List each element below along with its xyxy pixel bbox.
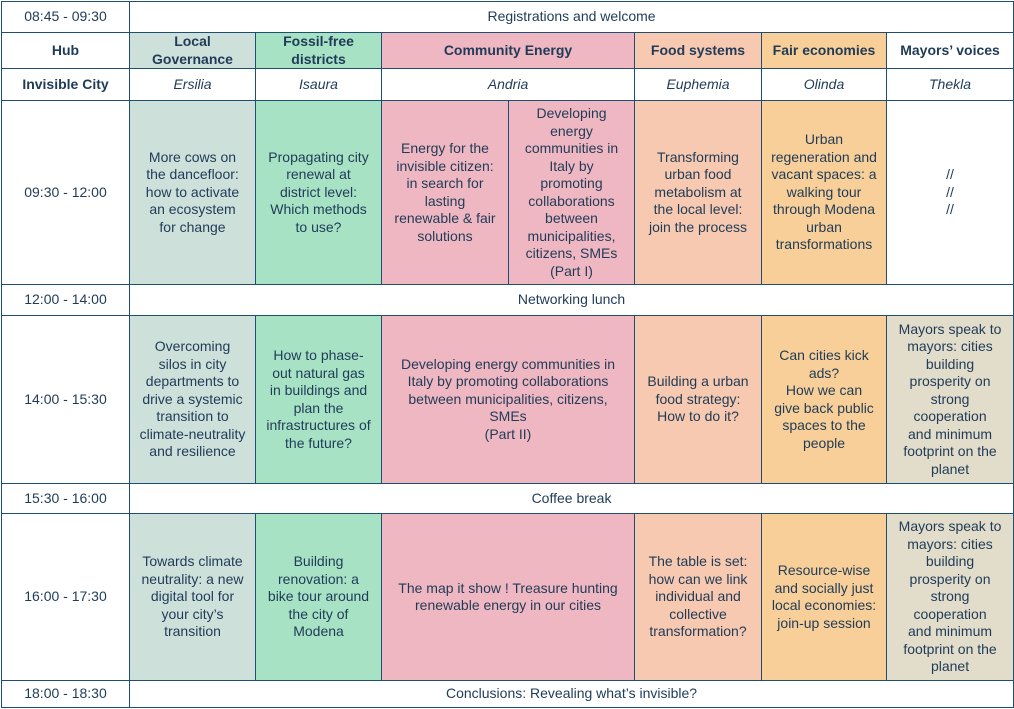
session1-row: 09:30 - 12:00 More cows on the dancefloo… <box>1 100 1014 285</box>
hub-label: Hub <box>1 32 130 69</box>
city-thekla: Thekla <box>885 68 1014 101</box>
conclusions-time: 18:00 - 18:30 <box>1 680 130 708</box>
track-local-governance: Local Governance <box>129 32 256 69</box>
lunch-title: Networking lunch <box>128 284 1014 316</box>
city-andria: Andria <box>381 68 635 101</box>
session3-row: 16:00 - 17:30 Towards climate neutrality… <box>1 513 1014 681</box>
track-mayors-voices: Mayors’ voices <box>885 32 1014 69</box>
coffee-title: Coffee break <box>128 483 1014 514</box>
session2-fair: Can cities kick ads? How we can give bac… <box>761 315 887 484</box>
cities-row: Invisible City Ersilia Isaura Andria Eup… <box>1 68 1014 101</box>
session3-time: 16:00 - 17:30 <box>1 513 130 681</box>
session3-food: The table is set: how can we link indivi… <box>634 513 762 681</box>
session2-mayors: Mayors speak to mayors: cities building … <box>885 315 1014 484</box>
city-isaura: Isaura <box>255 68 382 101</box>
registration-title: Registrations and welcome <box>128 1 1014 33</box>
session2-row: 14:00 - 15:30 Overcoming silos in city d… <box>1 315 1014 484</box>
session3-fossil: Building renovation: a bike tour around … <box>255 513 382 681</box>
lunch-row: 12:00 - 14:00 Networking lunch <box>1 284 1014 316</box>
session2-governance: Overcoming silos in city departments to … <box>129 315 256 484</box>
registration-time: 08:45 - 09:30 <box>1 1 130 33</box>
session3-governance: Towards climate neutrality: a new digita… <box>129 513 256 681</box>
city-ersilia: Ersilia <box>129 68 256 101</box>
registration-row: 08:45 - 09:30 Registrations and welcome <box>1 1 1014 33</box>
session2-time: 14:00 - 15:30 <box>1 315 130 484</box>
city-olinda: Olinda <box>761 68 887 101</box>
header-row: Hub Local Governance Fossil-free distric… <box>1 32 1014 69</box>
session1-governance: More cows on the dancefloor: how to acti… <box>129 100 256 285</box>
coffee-row: 15:30 - 16:00 Coffee break <box>1 483 1014 514</box>
track-food-systems: Food systems <box>634 32 762 69</box>
session1-mayors: // // // <box>885 100 1014 285</box>
session1-community-b: Developing energy communities in Italy b… <box>508 100 635 285</box>
lunch-time: 12:00 - 14:00 <box>1 284 130 316</box>
session2-food: Building a urban food strategy: How to d… <box>634 315 762 484</box>
session3-mayors: Mayors speak to mayors: cities building … <box>885 513 1014 681</box>
track-fair-economies: Fair economies <box>761 32 887 69</box>
invisible-city-label: Invisible City <box>1 68 130 101</box>
session1-community-a: Energy for the invisible citizen: in sea… <box>381 100 509 285</box>
coffee-time: 15:30 - 16:00 <box>1 483 130 514</box>
session1-time: 09:30 - 12:00 <box>1 100 130 285</box>
session2-community: Developing energy communities in Italy b… <box>381 315 635 484</box>
track-fossil-free-districts: Fossil-free districts <box>255 32 382 69</box>
session3-community: The map it show ! Treasure hunting renew… <box>381 513 635 681</box>
city-euphemia: Euphemia <box>634 68 762 101</box>
conclusions-title: Conclusions: Revealing what’s invisible? <box>128 680 1014 708</box>
session3-fair: Resource-wise and socially just local ec… <box>761 513 887 681</box>
session1-fair: Urban regeneration and vacant spaces: a … <box>761 100 887 285</box>
session1-food: Transforming urban food metabolism at th… <box>634 100 762 285</box>
track-community-energy: Community Energy <box>381 32 635 69</box>
conclusions-row: 18:00 - 18:30 Conclusions: Revealing wha… <box>1 680 1014 708</box>
session2-fossil: How to phase- out natural gas in buildin… <box>255 315 382 484</box>
session1-fossil: Propagating city renewal at district lev… <box>255 100 382 285</box>
